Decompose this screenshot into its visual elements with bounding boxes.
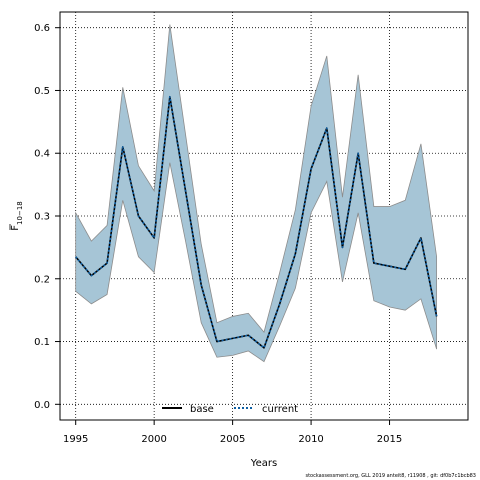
y-axis-title-base: F — [10, 225, 21, 231]
y-tick-label: 0.1 — [34, 337, 50, 348]
x-tick-label: 1995 — [63, 434, 88, 445]
ribbon-layer — [75, 24, 438, 363]
x-tick-label: 2005 — [220, 434, 245, 445]
x-tick-label: 2015 — [377, 434, 402, 445]
confidence-ribbon — [75, 24, 438, 363]
y-tick-label: 0.4 — [34, 149, 50, 160]
y-tick-label: 0.5 — [34, 86, 50, 97]
legend-label-current: current — [262, 404, 298, 415]
x-axis: 1995 2000 2005 2010 2015 — [63, 420, 402, 445]
x-tick-label: 2010 — [298, 434, 323, 445]
y-axis: 0.0 0.1 0.2 0.3 0.4 0.5 0.6 — [34, 23, 60, 411]
series-line-current — [75, 95, 438, 349]
x-tick-label: 2000 — [141, 434, 166, 445]
lines — [75, 95, 438, 349]
legend: base current — [162, 404, 298, 415]
y-tick-label: 0.2 — [34, 274, 50, 285]
y-tick-label: 0.0 — [34, 400, 50, 411]
y-tick-label: 0.6 — [34, 23, 50, 34]
y-tick-label: 0.3 — [34, 212, 50, 223]
y-axis-title: F10−18 — [10, 201, 24, 230]
legend-label-base: base — [190, 404, 214, 415]
y-axis-title-subscript: 10−18 — [16, 201, 24, 225]
x-axis-title: Years — [250, 458, 277, 469]
footer-credit: stockassessment.org, GLL 2019 anteit8, r… — [305, 473, 476, 479]
